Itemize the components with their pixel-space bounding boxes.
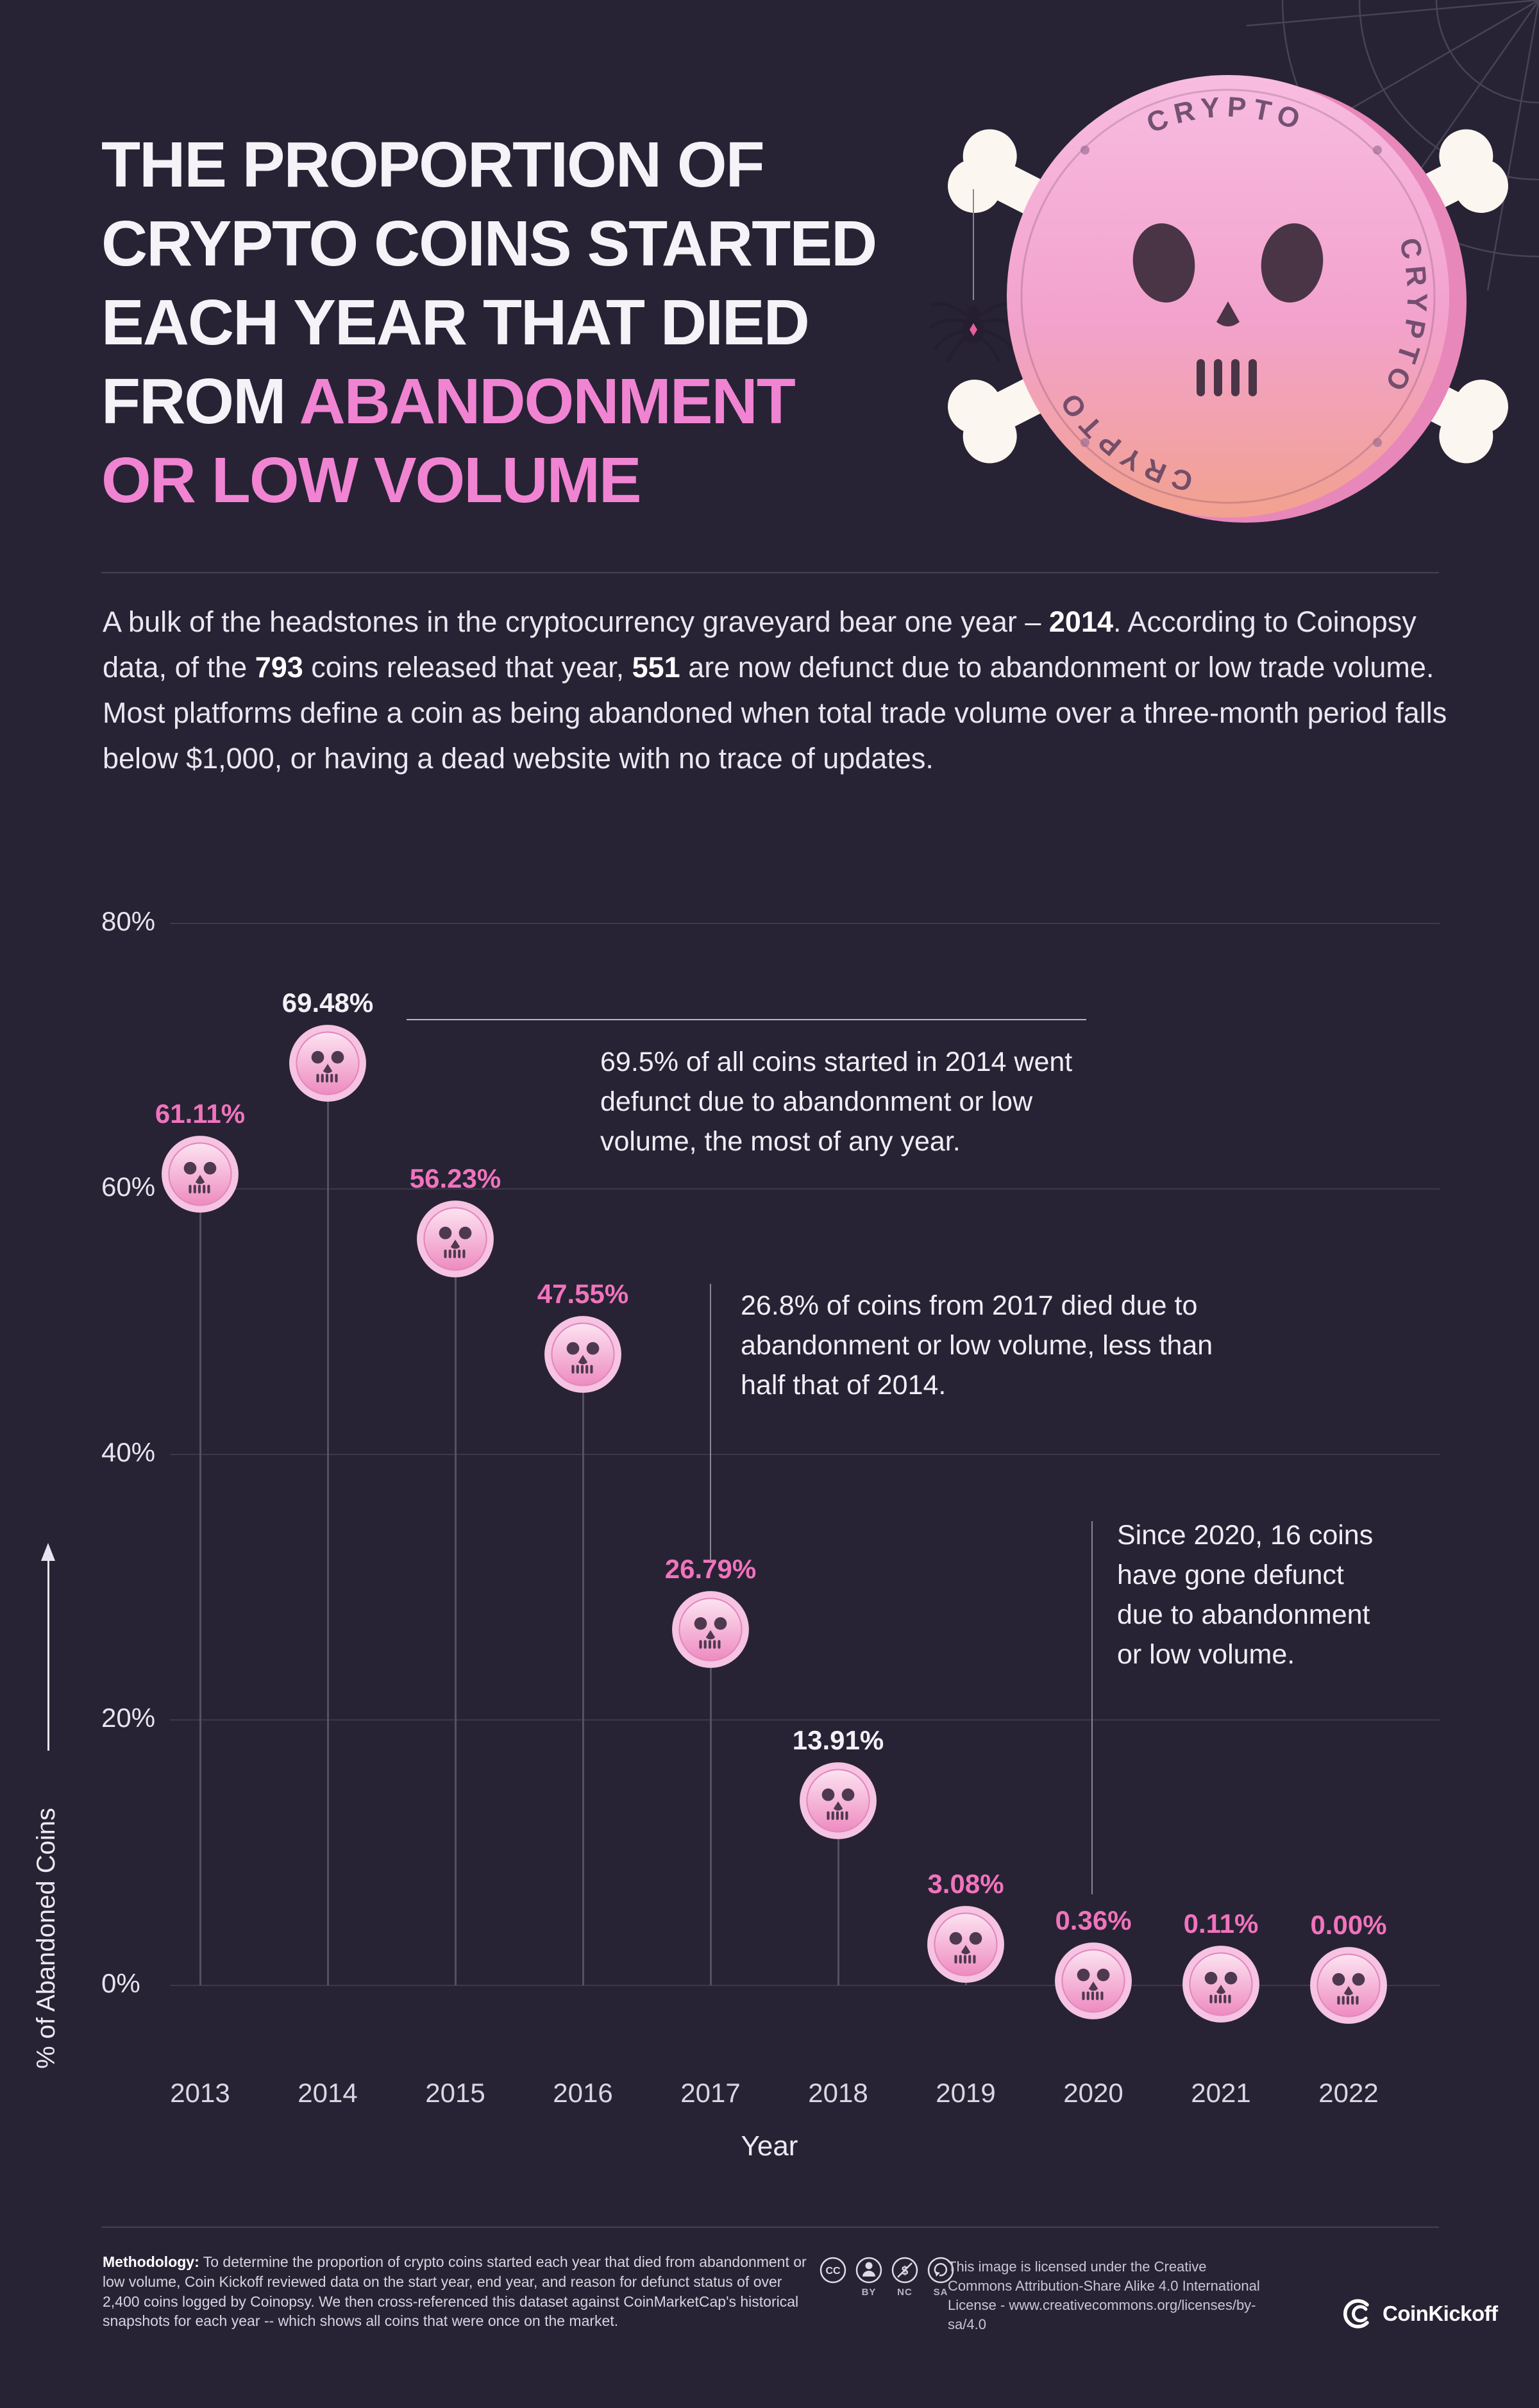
cc-badge-label: NC xyxy=(897,2287,912,2298)
value-label: 3.08% xyxy=(927,1869,1004,1899)
x-tick-label: 2021 xyxy=(1191,2078,1251,2108)
skull-coin-marker xyxy=(1181,1944,1261,2024)
cc-badge-label: SA xyxy=(933,2287,948,2298)
lollipop-stem xyxy=(709,1629,712,1985)
annotation-leader-line xyxy=(710,1284,711,1561)
spider-icon xyxy=(929,189,1018,362)
y-axis-arrow xyxy=(47,1561,49,1751)
y-axis-title: % of Abandoned Coins xyxy=(32,1808,60,2069)
annotation-leader-line xyxy=(407,1019,1086,1020)
x-axis-title: Year xyxy=(741,2130,798,2162)
title-line: THE PROPORTION OF xyxy=(101,129,765,201)
title-line: CRYPTO COINS STARTED xyxy=(101,208,877,280)
cc-badge: CC xyxy=(818,2256,848,2298)
license-text: This image is licensed under the Creativ… xyxy=(948,2259,1260,2332)
x-tick-label: 2014 xyxy=(298,2078,358,2108)
value-label: 0.00% xyxy=(1310,1910,1387,1940)
gridline xyxy=(170,1188,1440,1190)
page-title: THE PROPORTION OF CRYPTO COINS STARTED E… xyxy=(101,126,877,520)
skull-coin-marker xyxy=(926,1905,1005,1984)
skull-coin-marker xyxy=(1309,1946,1388,2025)
svg-text:CC: CC xyxy=(825,2266,841,2277)
title-line: FROM ABANDONMENT xyxy=(101,362,876,441)
x-tick-label: 2020 xyxy=(1063,2078,1123,2108)
cc-by-icon xyxy=(855,2257,882,2284)
cc-badge-label: BY xyxy=(861,2287,877,2298)
skull-coin-marker xyxy=(543,1315,623,1394)
skull-coin-marker xyxy=(798,1761,878,1840)
gridline xyxy=(170,1454,1440,1455)
cc-badge: SA xyxy=(926,2256,955,2298)
coinkickoff-logo: CoinKickoff xyxy=(1341,2297,1498,2330)
methodology-text: To determine the proportion of crypto co… xyxy=(103,2253,807,2330)
cc-badge: $ NC xyxy=(890,2256,920,2298)
intro-text: . According to Coinopsy data, of the xyxy=(103,605,1417,684)
title-line: EACH YEAR THAT DIED xyxy=(101,287,810,358)
value-label: 47.55% xyxy=(537,1278,629,1309)
cc-license-badges: CC BY $ NC SA xyxy=(818,2256,955,2298)
gridline xyxy=(170,1719,1440,1721)
x-tick-label: 2015 xyxy=(425,2078,485,2108)
y-tick-label: 20% xyxy=(101,1703,156,1733)
lollipop-stem xyxy=(199,1174,201,1985)
x-tick-label: 2017 xyxy=(680,2078,741,2108)
coinkickoff-logo-icon xyxy=(1343,2299,1369,2328)
cc-nc-icon: $ xyxy=(891,2257,918,2284)
y-tick-label: 0% xyxy=(101,1968,140,1998)
skull-coin-marker xyxy=(1054,1941,1133,2021)
cc-sa-icon xyxy=(927,2257,954,2284)
y-tick-label: 80% xyxy=(101,906,156,936)
value-label: 69.48% xyxy=(282,987,374,1018)
intro-text: coins released that year, xyxy=(303,651,632,684)
intro-highlight: 2014 xyxy=(1048,605,1113,638)
annotation-leader-line xyxy=(1091,1521,1093,1894)
skull-coin-marker xyxy=(416,1199,495,1279)
lollipop-stem xyxy=(454,1239,457,1985)
x-tick-label: 2018 xyxy=(808,2078,868,2108)
lollipop-stem xyxy=(837,1801,839,1985)
title-line-highlight: OR LOW VOLUME xyxy=(101,444,642,516)
annotation-2014: 69.5% of all coins started in 2014 went … xyxy=(600,1047,1073,1157)
methodology-note: Methodology: To determine the proportion… xyxy=(103,2252,808,2331)
gridline xyxy=(170,1985,1440,1986)
title-line-part-highlight: ABANDONMENT xyxy=(299,366,795,437)
intro-highlight: 551 xyxy=(632,651,680,684)
skull-coin-illustration: CRYPTO CRYPTO CRYPTO xyxy=(898,0,1539,564)
value-label: 0.11% xyxy=(1183,1908,1259,1939)
cc-badge: BY xyxy=(854,2256,884,2298)
intro-highlight: 793 xyxy=(255,651,303,684)
y-axis-arrow-head xyxy=(41,1543,55,1561)
skull-coin-face: CRYPTO CRYPTO CRYPTO xyxy=(1007,75,1467,523)
methodology-label: Methodology: xyxy=(103,2253,199,2270)
intro-text: A bulk of the headstones in the cryptocu… xyxy=(103,605,1049,638)
lollipop-stem xyxy=(582,1354,584,1985)
coinkickoff-logo-text: CoinKickoff xyxy=(1383,2302,1498,2325)
intro-text: are now defunct due to abandonment or lo… xyxy=(103,651,1447,775)
annotation-2020: Since 2020, 16 coins have gone defunct d… xyxy=(1117,1520,1374,1670)
title-line-part: FROM xyxy=(101,366,299,437)
cc-icon: CC xyxy=(820,2257,846,2284)
intro-paragraph: A bulk of the headstones in the cryptocu… xyxy=(103,599,1449,781)
gridline xyxy=(170,923,1440,924)
y-tick-label: 40% xyxy=(101,1437,156,1467)
value-label: 13.91% xyxy=(792,1725,884,1756)
value-label: 0.36% xyxy=(1055,1905,1132,1935)
x-tick-label: 2019 xyxy=(936,2078,996,2108)
value-label: 61.11% xyxy=(155,1099,246,1129)
footer-divider xyxy=(101,2227,1439,2228)
skull-coin-marker xyxy=(160,1134,240,1214)
lollipop-stem xyxy=(326,1063,329,1985)
x-tick-label: 2013 xyxy=(170,2078,230,2108)
y-tick-label: 60% xyxy=(101,1172,156,1202)
annotation-2017: 26.8% of coins from 2017 died due to aba… xyxy=(741,1290,1213,1401)
value-label: 56.23% xyxy=(409,1163,501,1194)
skull-coin-marker xyxy=(671,1590,750,1669)
x-tick-label: 2022 xyxy=(1318,2078,1379,2108)
x-tick-label: 2016 xyxy=(553,2078,613,2108)
header-divider xyxy=(101,572,1439,573)
skull-coin-marker xyxy=(288,1023,367,1103)
